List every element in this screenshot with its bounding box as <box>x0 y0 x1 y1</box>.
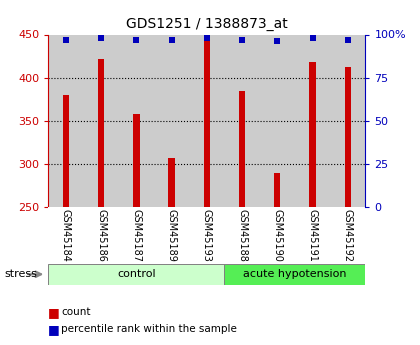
Bar <box>168 158 175 207</box>
Bar <box>189 34 224 207</box>
Bar <box>133 114 139 207</box>
Text: GSM45190: GSM45190 <box>272 209 282 262</box>
Text: GSM45189: GSM45189 <box>167 209 177 262</box>
Bar <box>98 59 104 207</box>
Bar <box>260 34 295 207</box>
Bar <box>154 34 189 207</box>
Text: GSM45184: GSM45184 <box>61 209 71 262</box>
Bar <box>295 34 330 207</box>
Text: GSM45193: GSM45193 <box>202 209 212 262</box>
Text: acute hypotension: acute hypotension <box>243 269 346 279</box>
Bar <box>84 34 119 207</box>
Point <box>133 37 140 42</box>
Bar <box>274 172 281 207</box>
Text: control: control <box>117 269 156 279</box>
Bar <box>310 62 316 207</box>
Point <box>274 39 281 44</box>
Text: ■: ■ <box>48 323 60 336</box>
Bar <box>345 67 351 207</box>
Point <box>344 37 351 42</box>
Bar <box>48 264 224 285</box>
Title: GDS1251 / 1388873_at: GDS1251 / 1388873_at <box>126 17 288 31</box>
Point <box>63 37 69 42</box>
Point <box>203 35 210 41</box>
Text: GSM45187: GSM45187 <box>131 209 142 262</box>
Bar <box>48 34 84 207</box>
Text: GSM45191: GSM45191 <box>307 209 318 262</box>
Text: percentile rank within the sample: percentile rank within the sample <box>61 325 237 334</box>
Bar <box>204 37 210 207</box>
Bar <box>224 264 365 285</box>
Text: count: count <box>61 307 90 317</box>
Bar <box>63 95 69 207</box>
Bar <box>330 34 365 207</box>
Point <box>239 37 245 42</box>
Text: stress: stress <box>4 269 37 279</box>
Point <box>309 35 316 41</box>
Text: GSM45188: GSM45188 <box>237 209 247 262</box>
Text: GSM45192: GSM45192 <box>343 209 353 262</box>
Text: ■: ■ <box>48 306 60 319</box>
Point <box>168 37 175 42</box>
Bar <box>239 91 245 207</box>
Text: GSM45186: GSM45186 <box>96 209 106 262</box>
Bar <box>224 34 260 207</box>
Bar <box>119 34 154 207</box>
Point <box>98 35 105 41</box>
